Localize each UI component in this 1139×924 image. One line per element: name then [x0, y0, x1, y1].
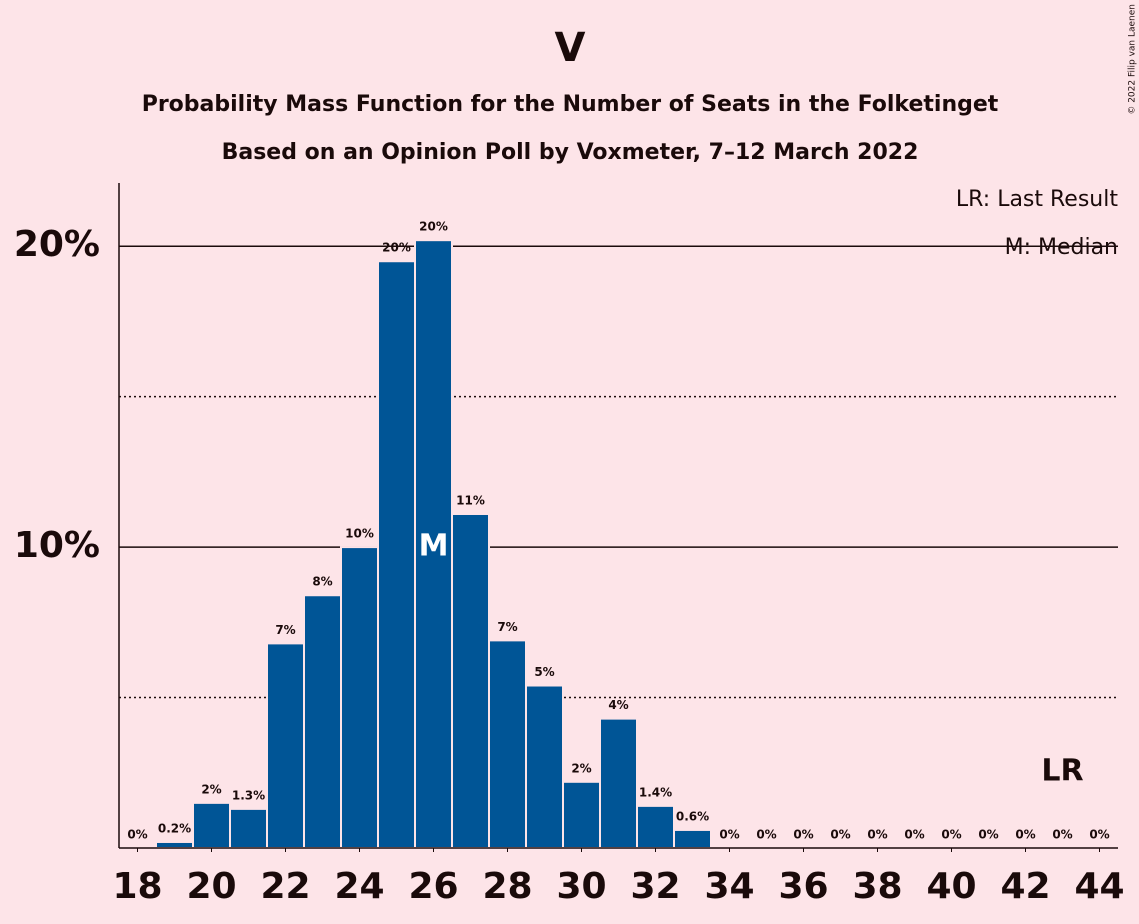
- bar: [303, 594, 342, 849]
- bar: [340, 546, 379, 849]
- value-label: 0%: [941, 828, 961, 842]
- value-label: 5%: [534, 665, 554, 679]
- value-label: 0%: [127, 828, 147, 842]
- legend-entry: M: Median: [1005, 235, 1118, 260]
- bar: [229, 807, 268, 849]
- value-label: 7%: [275, 623, 295, 637]
- value-label: 8%: [312, 575, 332, 589]
- bar: [155, 840, 194, 849]
- value-label: 0%: [867, 828, 887, 842]
- value-label: 0.6%: [676, 809, 709, 823]
- y-tick-label: 10%: [14, 525, 100, 566]
- value-label: 4%: [608, 698, 628, 712]
- chart-title: V: [555, 25, 586, 71]
- bar: [673, 828, 712, 849]
- x-tick-label: 40: [926, 866, 976, 907]
- x-tick-label: 22: [260, 866, 310, 907]
- value-label: 0%: [793, 828, 813, 842]
- value-label: 2%: [571, 761, 591, 775]
- x-tick-label: 18: [112, 866, 162, 907]
- value-label: 0%: [904, 828, 924, 842]
- value-label: 20%: [382, 241, 411, 255]
- value-label: 0%: [756, 828, 776, 842]
- bar: [451, 512, 490, 849]
- value-label: 10%: [345, 527, 374, 541]
- x-tick-label: 38: [852, 866, 902, 907]
- value-label: 7%: [497, 620, 517, 634]
- y-tick-label: 20%: [14, 224, 100, 265]
- bar: [599, 717, 638, 849]
- value-label: 0%: [1052, 828, 1072, 842]
- x-tick-label: 34: [704, 866, 754, 907]
- value-label: 1.4%: [639, 785, 672, 799]
- value-label: 0.2%: [158, 821, 191, 835]
- bar: [266, 642, 305, 850]
- bar: [525, 684, 564, 849]
- chart-subtitle: Probability Mass Function for the Number…: [142, 92, 999, 117]
- value-label: 20%: [419, 220, 448, 234]
- copyright: © 2022 Filip van Laenen: [1128, 4, 1138, 115]
- x-tick-label: 44: [1074, 866, 1124, 907]
- value-label: 0%: [719, 828, 739, 842]
- value-label: 0%: [830, 828, 850, 842]
- value-label: 0%: [978, 828, 998, 842]
- value-label: 2%: [201, 782, 221, 796]
- x-tick-label: 28: [482, 866, 532, 907]
- x-tick-label: 42: [1000, 866, 1050, 907]
- median-marker: M: [419, 529, 449, 564]
- x-tick-label: 32: [630, 866, 680, 907]
- x-tick-label: 20: [186, 866, 236, 907]
- legend-entry: LR: Last Result: [956, 187, 1118, 212]
- value-label: 11%: [456, 493, 485, 507]
- x-tick-label: 30: [556, 866, 606, 907]
- bar: [562, 780, 601, 849]
- bar: [636, 804, 675, 849]
- last-result-marker: LR: [1041, 754, 1083, 789]
- x-tick-label: 26: [408, 866, 458, 907]
- x-tick-label: 36: [778, 866, 828, 907]
- value-label: 1.3%: [232, 788, 265, 802]
- value-label: 0%: [1089, 828, 1109, 842]
- x-tick-label: 24: [334, 866, 384, 907]
- chart-subtitle: Based on an Opinion Poll by Voxmeter, 7–…: [222, 140, 919, 165]
- bar: [377, 260, 416, 849]
- value-label: 0%: [1015, 828, 1035, 842]
- bar: [488, 639, 527, 849]
- bar: [192, 801, 231, 850]
